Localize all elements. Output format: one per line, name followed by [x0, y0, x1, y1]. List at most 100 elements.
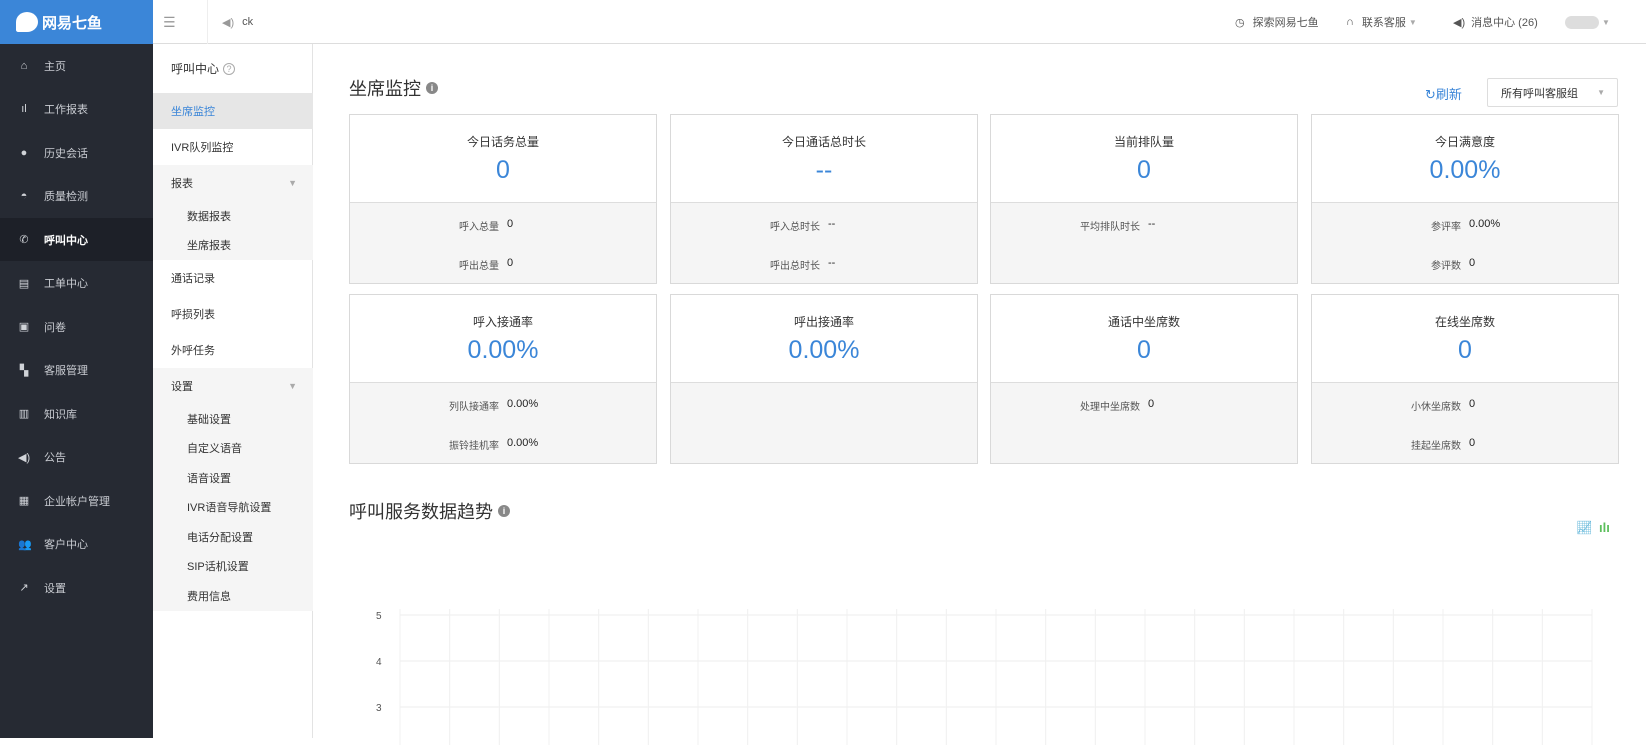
home-icon: ⌂: [20, 59, 28, 72]
stat-row-label: 处理中坐席数: [1080, 402, 1140, 413]
sidebar-item[interactable]: ⌂ 主页: [0, 44, 153, 87]
stat-card-header: 呼出接通率 0.00%: [671, 295, 977, 383]
info-icon[interactable]: i: [426, 82, 438, 94]
submenu-item[interactable]: 设置 ▼: [153, 368, 313, 404]
sidebar-item[interactable]: ▥ 知识库: [0, 392, 153, 435]
stat-card: 今日满意度 0.00% 参评率 0.00% 参评数 0: [1311, 114, 1619, 284]
stat-row-label: 挂起坐席数: [1411, 441, 1461, 452]
submenu-item[interactable]: 坐席报表: [153, 230, 313, 260]
sidebar-item-label: 主页: [44, 60, 66, 73]
sidebar-item[interactable]: ◓ 质量检测: [0, 175, 153, 218]
submenu-item-label: 费用信息: [187, 590, 231, 603]
explore-label: 探索网易七鱼: [1252, 17, 1319, 29]
stat-row-label: 呼出总时长: [770, 261, 820, 272]
submenu-item-label: 基础设置: [187, 413, 231, 426]
sidebar-item[interactable]: ▦ 企业帐户管理: [0, 479, 153, 522]
submenu-item[interactable]: 电话分配设置: [153, 522, 313, 552]
user-menu[interactable]: ▼: [1565, 0, 1610, 44]
submenu-item[interactable]: 外呼任务: [153, 332, 313, 368]
submenu-item[interactable]: 坐席监控: [153, 93, 313, 129]
stat-label: 呼出接通率: [793, 315, 854, 329]
sidebar-item-label: 企业帐户管理: [44, 495, 110, 508]
stat-value: 0: [1137, 336, 1151, 364]
wrench-icon: ↗: [19, 582, 29, 594]
avatar: [1565, 15, 1599, 29]
monitor-title: 坐席监控 i: [349, 75, 438, 101]
submenu-item[interactable]: IVR语音导航设置: [153, 492, 313, 522]
sidebar-item[interactable]: ✆ 呼叫中心: [0, 218, 153, 261]
stat-card-header: 今日满意度 0.00%: [1312, 115, 1618, 203]
stat-row-value: 0: [507, 257, 514, 269]
line-chart-toggle-icon[interactable]: 📈︎: [1576, 520, 1593, 535]
stat-value: 0: [1137, 156, 1151, 184]
sidebar-item[interactable]: ▣ 问卷: [0, 305, 153, 348]
table-icon: ▦: [18, 495, 30, 507]
stat-row-label: 参评率: [1431, 222, 1461, 233]
refresh-button[interactable]: ↻刷新: [1425, 84, 1462, 103]
contact-label: 联系客服: [1361, 17, 1406, 29]
sidebar-item[interactable]: ıl 工作报表: [0, 88, 153, 131]
submenu-item-label: 通话记录: [171, 273, 215, 285]
stat-row-value: 0: [1469, 398, 1476, 410]
logo[interactable]: 网易七鱼: [0, 0, 153, 44]
submenu-item[interactable]: 报表 ▼: [153, 165, 313, 201]
stat-card: 呼出接通率 0.00%: [670, 294, 978, 464]
announcement[interactable]: ◀) ck: [207, 0, 253, 44]
stat-row-value: 0.00%: [507, 437, 539, 449]
submenu-item[interactable]: 数据报表: [153, 201, 313, 231]
submenu-item[interactable]: 基础设置: [153, 404, 313, 434]
top-header: ☰ ◀) ck ◷ 探索网易七鱼 ∩ 联系客服 ▼ ◀) 消息中心 (26) ▼: [153, 0, 1646, 44]
list-icon: ▤: [18, 277, 30, 290]
menu-toggle-icon[interactable]: ☰: [163, 13, 176, 30]
book-icon: ▥: [18, 408, 30, 420]
submenu-item[interactable]: 呼损列表: [153, 296, 313, 332]
submenu-item[interactable]: SIP话机设置: [153, 551, 313, 581]
sidebar-item-label: 工单中心: [44, 278, 88, 290]
stat-row-value: 0: [1469, 257, 1476, 269]
stat-card: 当前排队量 0 平均排队时长 --: [990, 114, 1298, 284]
stat-label: 在线坐席数: [1434, 315, 1495, 329]
stat-row-value: 0: [1469, 437, 1476, 449]
group-select[interactable]: 所有呼叫客服组 ▼: [1487, 78, 1618, 107]
stat-row-value: --: [1148, 218, 1156, 230]
bar-chart-toggle-icon[interactable]: ılı: [1599, 520, 1610, 535]
stat-card-header: 在线坐席数 0: [1312, 295, 1618, 383]
sidebar-item-label: 设置: [44, 582, 66, 595]
sidebar-item[interactable]: 👥 客户中心: [0, 523, 153, 566]
y-tick-label: 4: [376, 657, 382, 668]
sidebar-item[interactable]: ↗ 设置: [0, 566, 153, 609]
submenu-item[interactable]: 语音设置: [153, 463, 313, 493]
stat-card-header: 通话中坐席数 0: [991, 295, 1297, 383]
submenu-item[interactable]: IVR队列监控: [153, 129, 313, 165]
stat-row-value: 0: [1148, 398, 1155, 410]
submenu: 呼叫中心? 坐席监控 IVR队列监控 报表 ▼ 数据报表 坐席报表 通话记录 呼损列表 外呼任务…: [153, 44, 313, 738]
sidebar-item-label: 质量检测: [44, 191, 88, 203]
sidebar-item-label: 历史会话: [44, 147, 88, 160]
headset-icon: ∩: [1346, 16, 1354, 28]
submenu-item[interactable]: 自定义语音: [153, 433, 313, 463]
stat-row-label: 呼入总量: [459, 222, 499, 233]
submenu-item[interactable]: 通话记录: [153, 260, 313, 296]
contact-dropdown[interactable]: ∩ 联系客服 ▼: [1346, 0, 1417, 44]
help-icon[interactable]: ?: [223, 62, 236, 75]
sidebar-item[interactable]: ▚ 客服管理: [0, 349, 153, 392]
submenu-item-label: 坐席监控: [171, 106, 215, 118]
caret-down-icon: ▼: [1602, 17, 1610, 27]
sidebar-item[interactable]: ◀) 公告: [0, 436, 153, 479]
stat-row-label: 振铃挂机率: [449, 441, 499, 452]
submenu-item[interactable]: 费用信息: [153, 581, 313, 611]
sidebar-item[interactable]: ● 历史会话: [0, 131, 153, 174]
trend-title-text: 呼叫服务数据趋势: [349, 502, 493, 522]
stat-row-value: 0: [507, 218, 514, 230]
stat-value: 0: [496, 156, 510, 184]
sidebar-item[interactable]: ▤ 工单中心: [0, 262, 153, 305]
caret-down-icon: ▼: [288, 381, 297, 391]
form-icon: ▣: [18, 321, 30, 333]
clock-icon: ●: [20, 146, 28, 159]
info-icon[interactable]: i: [498, 505, 510, 517]
stat-card: 在线坐席数 0 小休坐席数 0 挂起坐席数 0: [1311, 294, 1619, 464]
stat-row-label: 参评数: [1431, 261, 1461, 272]
sidebar-item-label: 呼叫中心: [44, 234, 88, 247]
explore-link[interactable]: ◷ 探索网易七鱼: [1235, 0, 1319, 44]
message-center[interactable]: ◀) 消息中心 (26): [1453, 0, 1538, 44]
